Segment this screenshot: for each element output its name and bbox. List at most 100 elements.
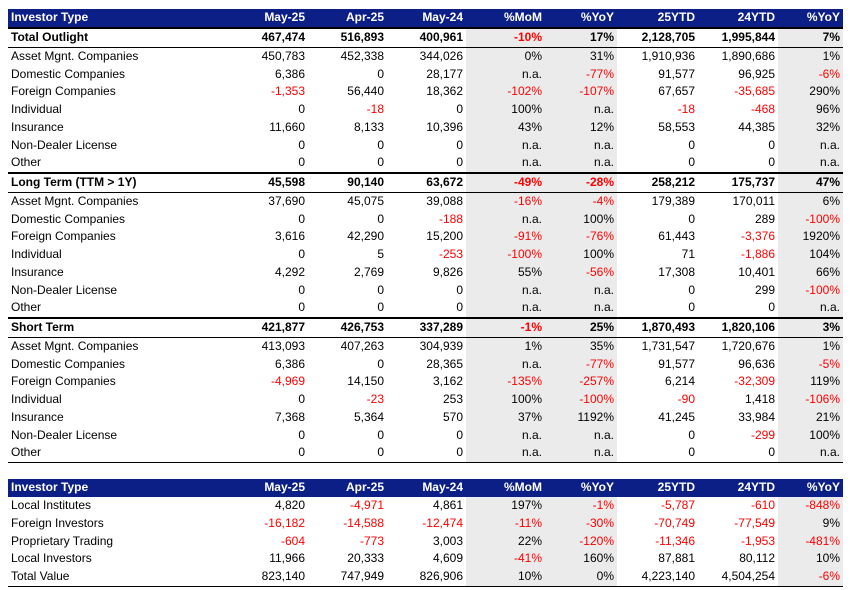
column-header: May-25 xyxy=(223,9,308,28)
table-cell: 1,910,936 xyxy=(641,48,695,63)
section-row: Short Term 421,877 426,753 337,289 -1% 25% 1,8… xyxy=(8,316,843,338)
row-label: Proprietary Trading xyxy=(11,533,114,548)
table-cell: 467,474 xyxy=(223,26,308,48)
table-cell: 15,200 xyxy=(426,229,463,244)
table-cell: 400,961 xyxy=(387,26,466,48)
table-cell: 37% xyxy=(466,408,545,427)
table-cell: 4,820 xyxy=(274,498,305,513)
row-label: Short Term xyxy=(8,316,223,338)
table-cell: 87,881 xyxy=(658,551,695,566)
table-cell: 452,338 xyxy=(340,48,384,63)
table-cell: 0% xyxy=(466,47,545,66)
table-cell: -299 xyxy=(750,427,775,442)
table-cell: -100% xyxy=(466,245,545,264)
table-header-row: Investor Type May-25 Apr-25 May-24 %MoM %YoY 2… xyxy=(8,479,843,497)
table-cell: 4,223,140 xyxy=(617,567,698,587)
table-cell: 0 xyxy=(617,444,698,463)
table-cell: 0 xyxy=(387,444,466,463)
row-label: Non-Dealer License xyxy=(11,282,118,297)
table-cell: 1,995,844 xyxy=(698,26,778,48)
table-cell: 11,660 xyxy=(269,119,305,134)
table-cell: -11% xyxy=(466,514,545,533)
row-label: Asset Mgnt. Companies xyxy=(11,193,139,208)
row-label: Individual xyxy=(11,392,62,407)
column-header: May-24 xyxy=(387,9,466,28)
table-cell: -257% xyxy=(545,373,617,391)
row-label: Asset Mgnt. Companies xyxy=(11,48,139,63)
table-cell: 344,026 xyxy=(419,48,463,63)
table-cell: 10% xyxy=(466,567,545,587)
row-label: Local Institutes xyxy=(11,498,92,513)
table-cell: 160% xyxy=(545,550,617,568)
row-label: Other xyxy=(8,444,223,463)
table-row: Total Value 823,140 747,949 826,906 10% 0% 4,2… xyxy=(8,567,843,587)
table-cell: 3,003 xyxy=(432,533,463,548)
table-cell: 421,877 xyxy=(223,316,308,338)
table-cell: 0% xyxy=(545,567,617,587)
table-cell: -1,953 xyxy=(740,533,775,548)
column-header: %MoM xyxy=(466,9,545,28)
table-cell: 96,925 xyxy=(738,66,775,81)
table-cell: 63,672 xyxy=(387,171,466,193)
table-cell: 6,214 xyxy=(664,374,695,389)
table-cell: 1,820,106 xyxy=(698,316,778,338)
table-cell: 0 xyxy=(377,282,384,297)
column-header: Apr-25 xyxy=(308,479,387,497)
table-cell: 197% xyxy=(466,496,545,515)
table-cell: 426,753 xyxy=(308,316,387,338)
table-cell: 8,133 xyxy=(353,119,384,134)
row-label: Domestic Companies xyxy=(11,66,126,81)
table-cell: 0 xyxy=(688,282,695,297)
table-cell: 14,150 xyxy=(347,374,384,389)
table-row: Foreign Companies 3,616 42,290 15,200 -91% -7… xyxy=(8,228,843,246)
table-row: Non-Dealer License 0 0 0 n.a. n.a. 0 299 -100% xyxy=(8,281,843,299)
table-cell: 6,386 xyxy=(274,356,305,371)
table-cell: 55% xyxy=(466,263,545,282)
table-cell: 3,162 xyxy=(432,374,463,389)
table-cell: 66% xyxy=(778,263,843,282)
table-cell: -102% xyxy=(466,83,545,101)
table-cell: 35% xyxy=(545,337,617,356)
table-cell: 28,365 xyxy=(426,356,463,371)
table-cell: 17,308 xyxy=(658,264,695,279)
table-cell: -107% xyxy=(545,83,617,101)
section-row: Total Outlight 467,474 516,893 400,961 -10% 1… xyxy=(8,26,843,48)
table-cell: 21% xyxy=(778,408,843,427)
table-cell: -5,787 xyxy=(660,498,695,513)
table-cell: -28% xyxy=(545,171,617,193)
table-row: Non-Dealer License 0 0 0 n.a. n.a. 0 0 n.a. xyxy=(8,136,843,154)
table-cell: 258,212 xyxy=(617,171,698,193)
table-cell: -77,549 xyxy=(734,515,775,530)
table-cell: 289 xyxy=(754,211,775,226)
table-cell: n.a. xyxy=(545,426,617,444)
table-cell: 0 xyxy=(298,247,305,262)
table-cell: 0 xyxy=(298,211,305,226)
table-cell: 71 xyxy=(681,247,695,262)
table-cell: 100% xyxy=(466,390,545,409)
table-cell: -120% xyxy=(545,532,617,550)
table-cell: -848% xyxy=(778,496,843,515)
table-cell: 45,075 xyxy=(347,193,384,208)
table-cell: n.a. xyxy=(466,444,545,463)
table-row: Insurance 11,660 8,133 10,396 43% 12% 58,553 44… xyxy=(8,118,843,137)
table-cell: n.a. xyxy=(466,65,545,83)
table-cell: -91% xyxy=(466,228,545,246)
row-label: Insurance xyxy=(11,409,64,424)
table-row: Domestic Companies 0 0 -188 n.a. 100% 0 289 -100… xyxy=(8,210,843,228)
table-cell: -1,353 xyxy=(270,84,305,99)
table-cell: 0 xyxy=(688,137,695,152)
table-cell: -12,474 xyxy=(422,515,463,530)
table-cell: 90,140 xyxy=(308,171,387,193)
table-cell: 5,364 xyxy=(353,409,384,424)
table-cell: -6% xyxy=(778,65,843,83)
column-header: Apr-25 xyxy=(308,9,387,28)
table-cell: 33,984 xyxy=(738,409,775,424)
table-cell: -481% xyxy=(778,532,843,550)
table-cell: 43% xyxy=(466,118,545,137)
table-cell: 0 xyxy=(456,102,463,117)
row-label: Insurance xyxy=(11,264,64,279)
table-row: Foreign Companies -1,353 56,440 18,362 -102%… xyxy=(8,83,843,101)
table-cell: n.a. xyxy=(466,426,545,444)
table-row: Other 0 0 0 n.a. n.a. 0 0 n.a. xyxy=(8,299,843,318)
table-cell: -14,588 xyxy=(343,515,384,530)
